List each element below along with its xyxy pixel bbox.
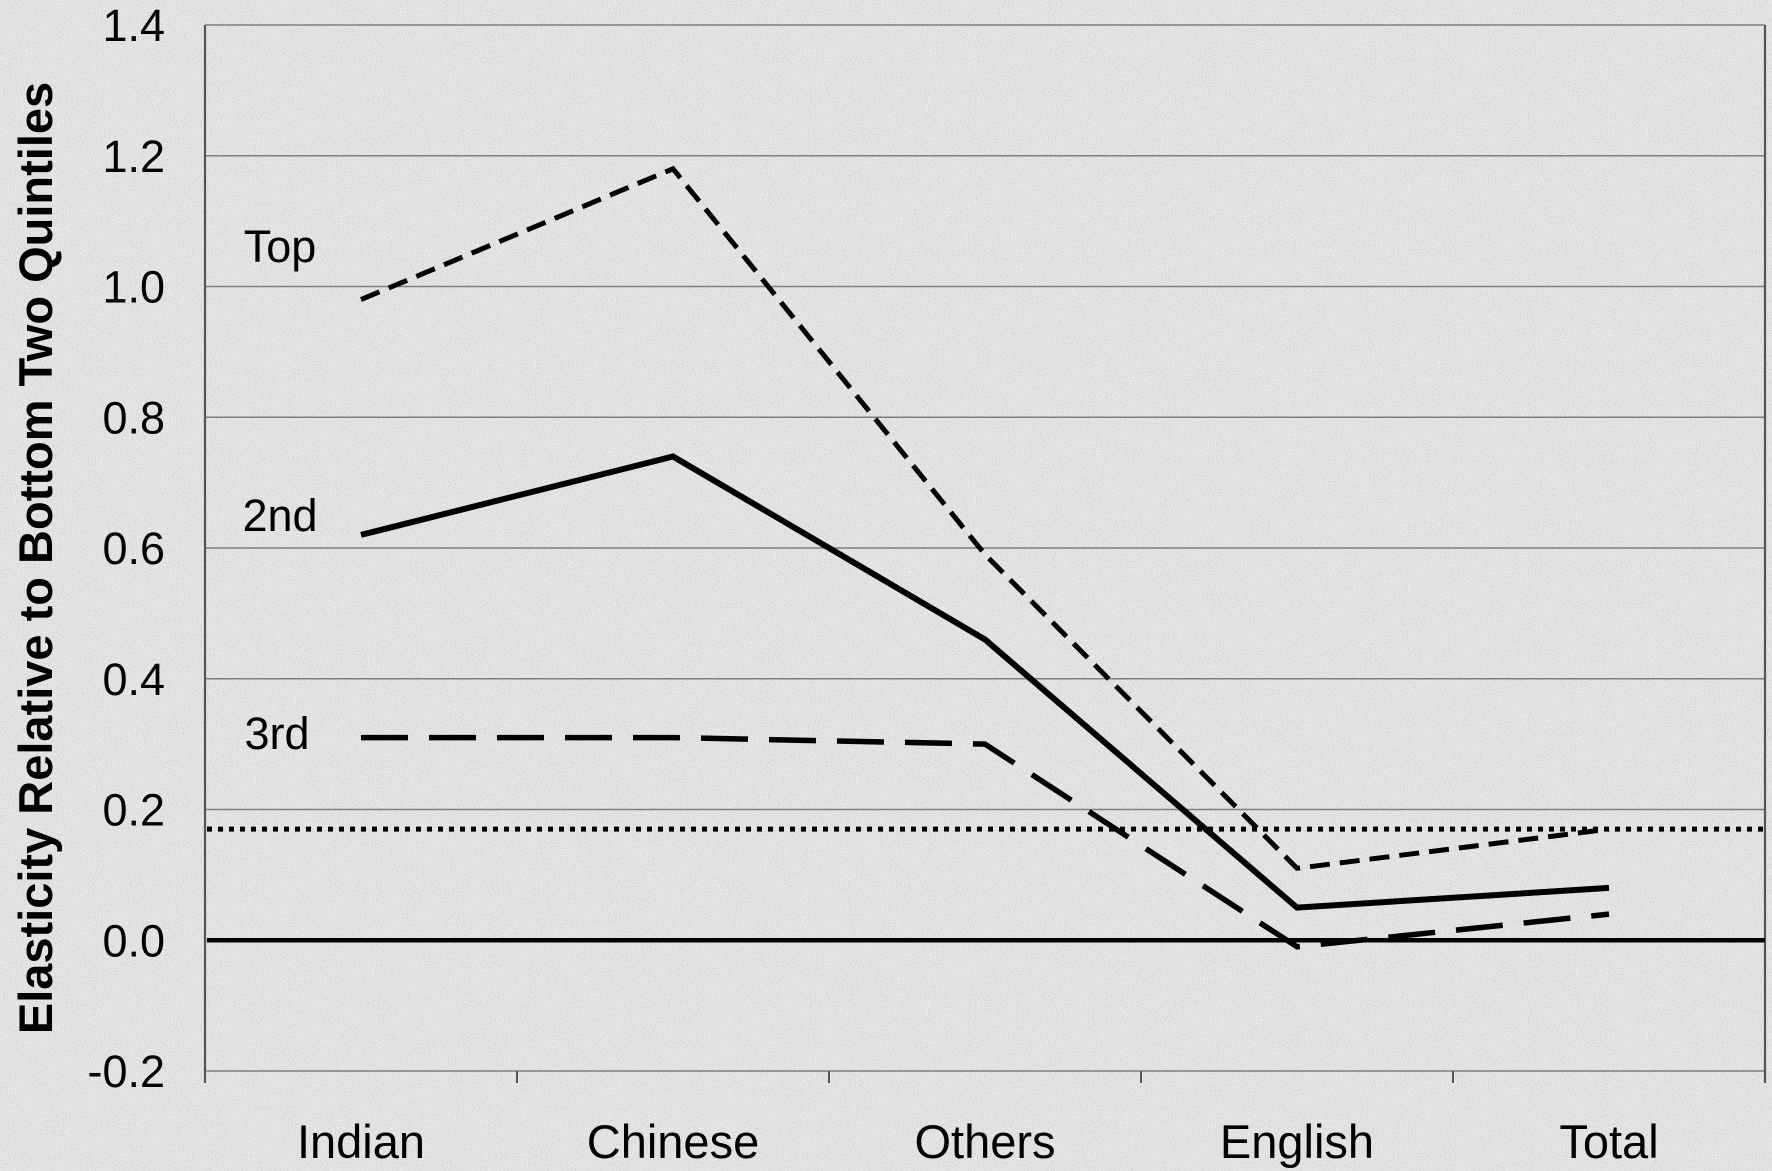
y-tick-label: 1.4	[102, 0, 165, 51]
series-label-3rd: 3rd	[244, 708, 309, 759]
reference-lines	[207, 826, 1765, 943]
series-lines	[360, 165, 1610, 950]
y-axis-title: Elasticity Relative to Bottom Two Quinti…	[9, 82, 62, 1034]
y-tick-label: 1.2	[102, 131, 165, 182]
y-tick-label: 0.8	[102, 392, 165, 443]
series-line-2nd	[360, 453, 1610, 911]
series-line-top	[360, 165, 1610, 871]
x-category-labels: Indian Chinese Others English Total	[297, 1115, 1659, 1168]
x-category-label: Total	[1559, 1115, 1658, 1168]
y-tick-label: 0.0	[102, 915, 165, 966]
x-category-label: Chinese	[587, 1115, 759, 1168]
axes	[203, 25, 1767, 1083]
x-category-label: Indian	[297, 1115, 425, 1168]
y-tick-label: 1.0	[102, 262, 165, 313]
y-tick-label: 0.4	[102, 654, 165, 705]
series-label-2nd: 2nd	[242, 490, 317, 541]
series-labels: Top 2nd 3rd	[242, 221, 317, 759]
y-tick-label: 0.2	[102, 785, 165, 836]
series-line-3rd	[361, 734, 1610, 950]
series-label-top: Top	[244, 221, 317, 272]
y-tick-labels: 1.4 1.2 1.0 0.8 0.6 0.4 0.2 0.0 -0.2	[87, 0, 165, 1097]
y-tick-label: -0.2	[87, 1046, 165, 1097]
x-category-label: English	[1220, 1115, 1374, 1168]
y-tick-label: 0.6	[102, 523, 165, 574]
x-category-label: Others	[914, 1115, 1055, 1168]
